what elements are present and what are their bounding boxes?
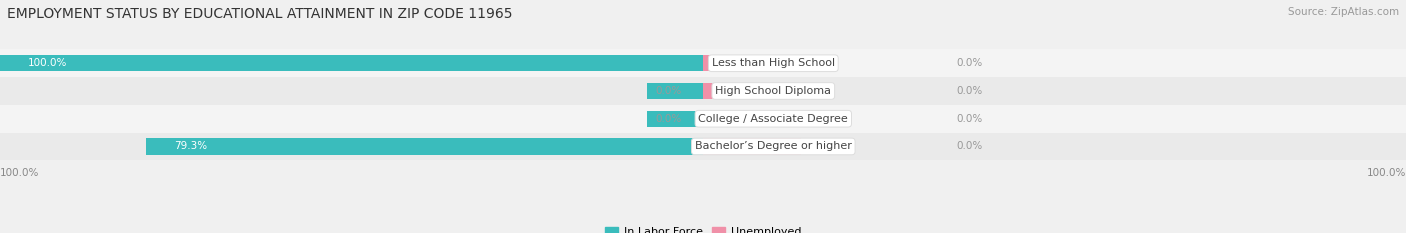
Bar [703, 83, 801, 99]
Text: High School Diploma: High School Diploma [716, 86, 831, 96]
Text: 0.0%: 0.0% [956, 58, 983, 68]
Bar [647, 83, 703, 99]
Legend: In Labor Force, Unemployed: In Labor Force, Unemployed [600, 222, 806, 233]
Text: 0.0%: 0.0% [655, 114, 682, 124]
Bar [0, 49, 1406, 77]
Bar [647, 111, 703, 127]
Text: 79.3%: 79.3% [173, 141, 207, 151]
Bar [703, 111, 801, 127]
Bar [0, 77, 1406, 105]
Bar [703, 55, 801, 71]
Bar [0, 55, 703, 71]
Text: 0.0%: 0.0% [655, 86, 682, 96]
Text: 0.0%: 0.0% [956, 86, 983, 96]
Text: 0.0%: 0.0% [956, 141, 983, 151]
Bar [0, 133, 1406, 160]
Text: Bachelor’s Degree or higher: Bachelor’s Degree or higher [695, 141, 852, 151]
Text: Less than High School: Less than High School [711, 58, 835, 68]
Bar [145, 138, 703, 154]
Text: 100.0%: 100.0% [1367, 168, 1406, 178]
Text: 100.0%: 100.0% [0, 168, 39, 178]
Text: 0.0%: 0.0% [956, 114, 983, 124]
Text: 100.0%: 100.0% [28, 58, 67, 68]
Bar [703, 138, 801, 154]
Text: EMPLOYMENT STATUS BY EDUCATIONAL ATTAINMENT IN ZIP CODE 11965: EMPLOYMENT STATUS BY EDUCATIONAL ATTAINM… [7, 7, 513, 21]
Text: Source: ZipAtlas.com: Source: ZipAtlas.com [1288, 7, 1399, 17]
Text: College / Associate Degree: College / Associate Degree [699, 114, 848, 124]
Bar [0, 105, 1406, 133]
